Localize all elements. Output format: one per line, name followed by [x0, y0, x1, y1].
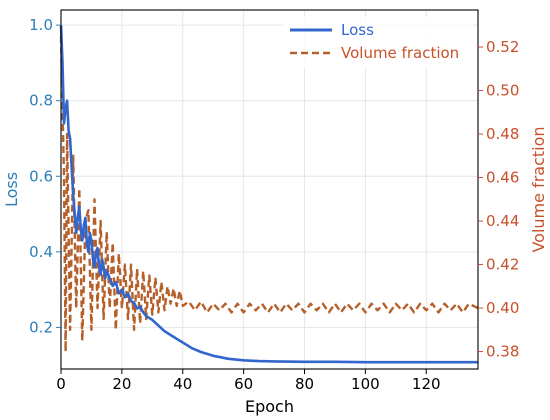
legend-loss-label: Loss: [341, 21, 374, 39]
grid: [60, 10, 478, 369]
legend-volume-label: Volume fraction: [341, 44, 459, 62]
series-layer: [59, 25, 479, 364]
y-left-tick-label: 1.0: [29, 16, 53, 34]
x-tick-label: 120: [412, 375, 441, 393]
x-axis-label: Epoch: [245, 397, 294, 416]
y-axis-left-label: Loss: [2, 172, 21, 207]
x-tick-label: 0: [56, 375, 66, 393]
y-right-tick-label: 0.40: [486, 299, 519, 317]
y-right-tick-label: 0.44: [486, 212, 519, 230]
y-right-tick-label: 0.46: [486, 169, 519, 187]
y-left-tick-label: 0.6: [29, 167, 53, 185]
y-right-tick-label: 0.52: [486, 38, 519, 56]
y-right-tick-label: 0.48: [486, 125, 519, 143]
x-tick-label: 100: [351, 375, 380, 393]
legend-box: [283, 16, 473, 68]
y-left-tick-label: 0.2: [29, 318, 53, 336]
y-axis-right-label: Volume fraction: [529, 126, 548, 252]
x-tick-label: 60: [234, 375, 253, 393]
series-loss-line: [59, 25, 478, 364]
x-tick-label: 20: [112, 375, 131, 393]
x-tick-label: 40: [173, 375, 192, 393]
y-right-tick-label: 0.50: [486, 82, 519, 100]
ticks: 0 20 40 60 80 100 120 0.2 0.4 0.6 0.8 1.0 0.38 0.40 0.…: [29, 16, 519, 393]
y-right-tick-label: 0.42: [486, 256, 519, 274]
plot-frame: [60, 9, 479, 370]
y-left-tick-label: 0.8: [29, 92, 53, 110]
y-right-tick-label: 0.38: [486, 343, 519, 361]
x-tick-label: 80: [295, 375, 314, 393]
series-volume-fraction-line: [59, 36, 479, 353]
y-left-tick-label: 0.4: [29, 243, 53, 261]
legend: Loss Volume fraction: [283, 16, 473, 68]
